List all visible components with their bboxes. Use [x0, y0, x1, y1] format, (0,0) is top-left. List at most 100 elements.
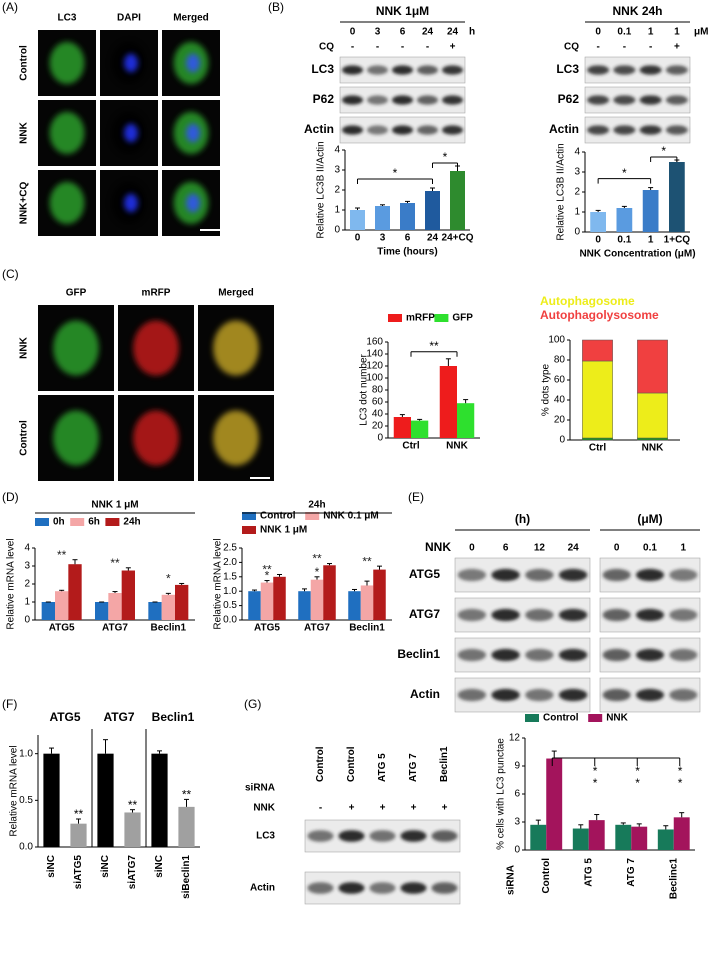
cq-sign: + [674, 42, 680, 53]
blot-band [602, 568, 631, 582]
bar [260, 582, 274, 620]
y-tick-label: 0 [24, 615, 30, 626]
lane-label: 1 [674, 27, 680, 38]
y-tick-label: 0 [377, 433, 383, 444]
legend-label: mRFP [406, 313, 435, 324]
significance-mark: ** [182, 788, 192, 802]
bar [450, 171, 465, 230]
x-axis-label: NNK Concentration (μM) [579, 249, 695, 260]
blot-band [525, 648, 554, 662]
blot-row-label: Actin [250, 883, 275, 894]
bar [637, 437, 668, 441]
bar [425, 191, 440, 230]
group-header: (h) [515, 512, 530, 526]
cq-sign: - [596, 42, 599, 53]
significance-mark: * [315, 565, 320, 579]
bar [582, 437, 613, 441]
y-tick-label: 100 [366, 373, 383, 384]
treatment-label: NNK [425, 540, 451, 554]
bar [360, 585, 374, 620]
blot-title: NNK 1μM [376, 4, 429, 18]
legend-label: Autophagolysosome [540, 308, 659, 322]
y-tick-label: 140 [366, 349, 383, 360]
blot-band [636, 648, 664, 662]
blot-band [491, 568, 520, 582]
significance-mark: ** [362, 554, 372, 568]
cq-label: CQ [319, 42, 334, 53]
legend-swatch [105, 518, 120, 526]
nucleus-signal [124, 123, 138, 143]
bar [161, 594, 175, 620]
x-tick-label: ATG 7 [626, 858, 637, 887]
blot-row-label: ATG7 [409, 607, 440, 621]
significance-mark: * [166, 572, 171, 586]
blot-band [558, 688, 588, 702]
significance-mark: ** [429, 339, 439, 353]
y-tick-label: 3 [24, 561, 30, 572]
legend-label: 24h [123, 517, 140, 528]
x-tick-label: NNK [446, 441, 468, 452]
y-tick-label: 120 [366, 361, 383, 372]
legend-swatch [35, 518, 49, 526]
significance-mark: * [635, 776, 640, 790]
y-tick-label: 60 [372, 397, 384, 408]
y-tick-label: 0.0 [223, 615, 237, 626]
group-header: (μM) [637, 512, 662, 526]
nucleus-signal [124, 53, 138, 73]
blot-band [442, 125, 463, 135]
legend-label: Autophagosome [540, 294, 635, 308]
blot-band [392, 95, 413, 105]
y-axis-label: Relative LC3B II/Actin [556, 143, 567, 240]
bar [41, 602, 55, 620]
nucleus-signal [186, 53, 200, 73]
blot-band [491, 688, 520, 702]
blot-band [417, 65, 438, 75]
blot-band [669, 648, 698, 662]
nnk-sign: - [319, 803, 322, 814]
lane-unit: μM [694, 27, 708, 38]
x-tick-label: 0 [595, 235, 601, 246]
panel-label: (B) [268, 0, 284, 14]
legend-swatch [305, 512, 320, 520]
blot-band [665, 125, 688, 135]
bar [631, 826, 648, 850]
blot-band [442, 65, 463, 75]
y-tick-label: 1.0 [223, 586, 237, 597]
panel-label: (D) [2, 490, 19, 504]
lane-label: 24 [422, 27, 434, 38]
bar [637, 339, 668, 394]
y-tick-label: 0.0 [19, 842, 33, 853]
column-header: Merged [218, 288, 254, 299]
y-tick-label: 2 [574, 187, 580, 198]
y-tick-label: 3 [334, 165, 340, 176]
y-tick-label: 1 [574, 207, 580, 218]
y-tick-label: 4 [574, 147, 580, 158]
significance-mark: ** [262, 563, 272, 577]
bar [348, 591, 361, 620]
lane-label: 6 [503, 543, 509, 554]
lane-label: 0.1 [617, 27, 631, 38]
blot-band [613, 95, 636, 105]
bar [108, 593, 122, 620]
blot-band [636, 568, 664, 582]
y-axis-label: Relative mRNA level [213, 538, 224, 629]
bar [588, 820, 605, 850]
blot-band [457, 688, 487, 702]
blot-band [639, 125, 662, 135]
significance-mark: * [393, 166, 398, 180]
column-header: LC3 [58, 13, 77, 24]
lane-label: 0 [469, 543, 475, 554]
nnk-label: NNK [253, 803, 275, 814]
group-label: ATG7 [103, 710, 134, 724]
bar [310, 579, 324, 620]
cq-sign: - [649, 42, 652, 53]
blot-band [665, 95, 688, 105]
lane-label: 6 [400, 27, 406, 38]
bar [151, 753, 168, 847]
blot-band [613, 125, 636, 135]
bar [669, 162, 685, 232]
group-label: ATG5 [49, 710, 80, 724]
blot-row-label: P62 [313, 92, 335, 106]
blot-band [636, 688, 664, 702]
